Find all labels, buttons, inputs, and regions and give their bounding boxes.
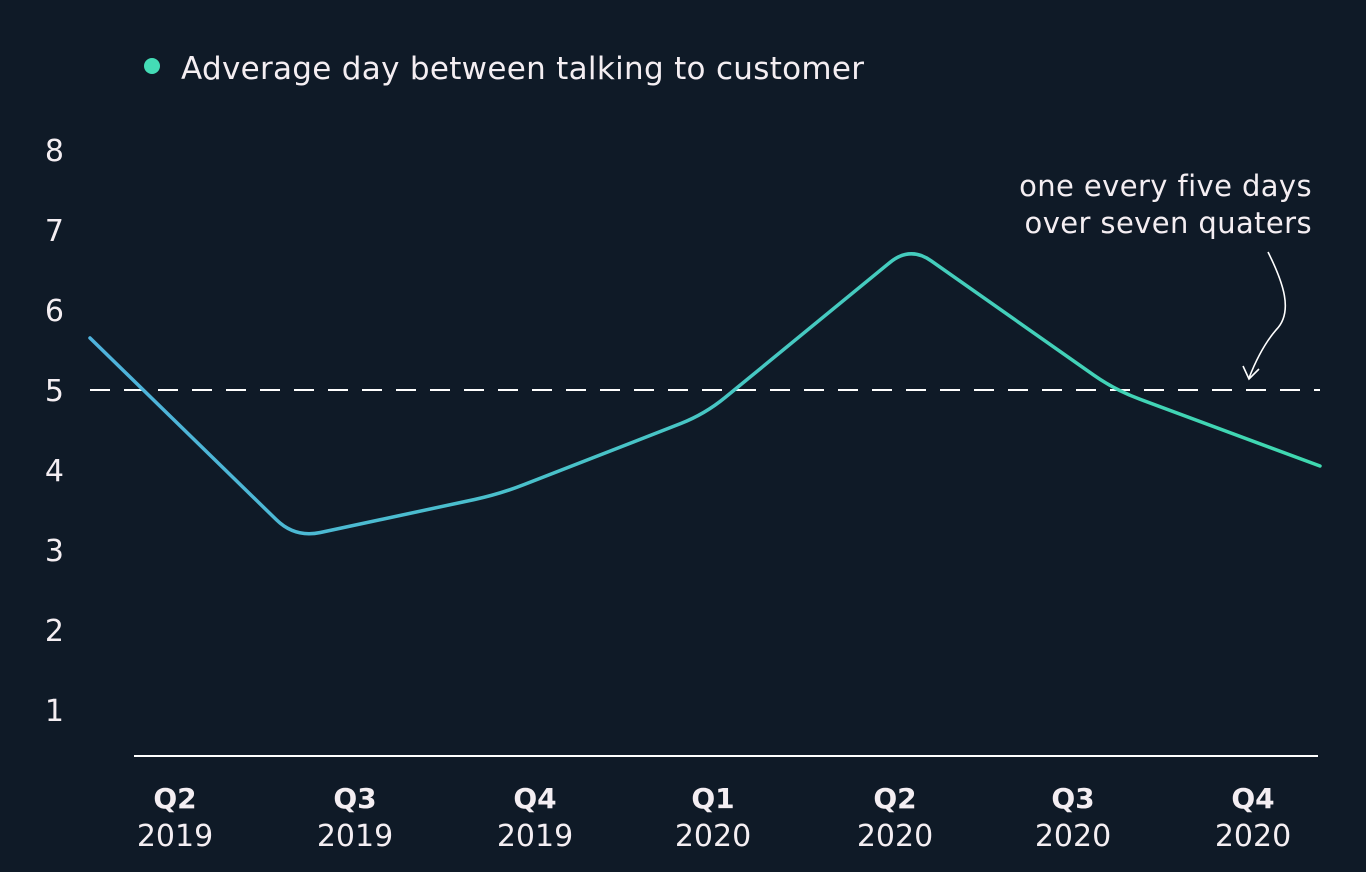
y-tick-label-5: 5 — [45, 374, 64, 409]
y-tick-label-8: 8 — [45, 134, 64, 169]
annotation-arrow — [1248, 251, 1287, 379]
x-tick-quarter-4: Q2 — [873, 782, 916, 815]
x-tick-year-0: 2019 — [137, 819, 213, 854]
x-tick-year-1: 2019 — [317, 819, 393, 854]
y-axis-tick-labels: 1 2 3 4 5 6 7 8 — [45, 134, 64, 729]
x-tick-quarter-0: Q2 — [153, 782, 196, 815]
x-tick-quarter-3: Q1 — [691, 782, 734, 815]
y-tick-label-7: 7 — [45, 214, 64, 249]
reference-annotation: one every five days over seven quaters — [1019, 169, 1312, 381]
y-tick-label-1: 1 — [45, 694, 64, 729]
x-axis-tick-labels: Q2 2019 Q3 2019 Q4 2019 Q1 2020 Q2 2020 Q3 2020 Q4 20… — [137, 782, 1291, 854]
x-tick-quarter-2: Q4 — [513, 782, 556, 815]
annotation-arrowhead — [1242, 365, 1260, 381]
legend-marker — [144, 58, 160, 74]
x-tick-year-4: 2020 — [857, 819, 933, 854]
annotation-line-1: one every five days — [1019, 169, 1312, 203]
annotation-line-2: over seven quaters — [1025, 206, 1312, 240]
x-tick-quarter-6: Q4 — [1231, 782, 1274, 815]
x-tick-year-6: 2020 — [1215, 819, 1291, 854]
y-tick-label-6: 6 — [45, 294, 64, 329]
x-tick-year-5: 2020 — [1035, 819, 1111, 854]
x-tick-quarter-1: Q3 — [333, 782, 376, 815]
x-tick-year-2: 2019 — [497, 819, 573, 854]
y-tick-label-2: 2 — [45, 614, 64, 649]
y-tick-label-4: 4 — [45, 454, 64, 489]
x-tick-quarter-5: Q3 — [1051, 782, 1094, 815]
legend: Adverage day between talking to customer — [144, 51, 864, 87]
y-tick-label-3: 3 — [45, 534, 64, 569]
x-tick-year-3: 2020 — [675, 819, 751, 854]
series-line-average-days — [88, 252, 1322, 536]
legend-label: Adverage day between talking to customer — [181, 51, 864, 87]
